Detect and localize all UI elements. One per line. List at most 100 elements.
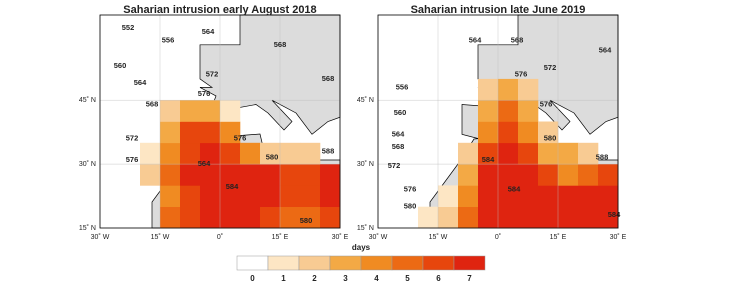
contour-label: 560 [394, 108, 407, 117]
heat-cell [160, 206, 181, 229]
heat-cell [578, 164, 599, 186]
heat-cell [478, 78, 499, 101]
heat-cell [220, 142, 241, 165]
y-tick-label: 45˚ N [357, 96, 374, 104]
x-tick-label: 15˚ E [272, 233, 289, 241]
contour-label: 568 [322, 74, 335, 83]
heat-cell [538, 185, 559, 207]
colorbar-tick-label: 7 [467, 274, 472, 283]
heat-cell [200, 121, 221, 144]
colorbar-box [422, 255, 455, 271]
heat-cell [578, 206, 599, 229]
x-tick-label: 0˚ [217, 233, 223, 241]
contour-label: 584 [226, 182, 239, 191]
contour-label: 560 [114, 61, 127, 70]
heat-cell [140, 142, 161, 165]
contour-label: 580 [300, 216, 313, 225]
contour-label: 564 [469, 36, 482, 45]
colorbar-tick-label: 4 [374, 274, 379, 283]
heat-cell [498, 206, 519, 229]
heat-cell [478, 185, 499, 207]
heat-cell [160, 100, 181, 122]
heat-cell [280, 185, 301, 207]
heat-cell [260, 185, 281, 207]
heat-cell [538, 121, 559, 144]
colorbar-box [453, 255, 486, 271]
heat-cell [478, 164, 499, 186]
heat-cell [180, 121, 201, 144]
heat-cell [538, 164, 559, 186]
contour-label: 576 [234, 134, 247, 143]
contour-label: 572 [126, 134, 139, 143]
heat-cell [300, 206, 321, 229]
heat-cell [180, 142, 201, 165]
map-frame [377, 14, 619, 229]
heat-cell [180, 164, 201, 186]
map-panel: 552 556 564 568 560 572 568 564 576 568 576 572 580 5… [99, 14, 341, 229]
x-tick-label: 30˚ W [369, 233, 388, 241]
heat-cell [498, 78, 519, 101]
heat-cell [558, 206, 579, 229]
colorbar-box [329, 255, 362, 271]
heat-cell [458, 185, 479, 207]
contour-label: 584 [508, 185, 521, 194]
contour-label: 556 [396, 82, 409, 91]
heat-cell [260, 164, 281, 186]
heat-cell [200, 100, 221, 122]
map-panel: 564 568 564 572 576 556 576 560 564 580 568 584 588 5… [377, 14, 621, 229]
heat-cell [518, 142, 539, 165]
heat-cell [498, 100, 519, 122]
y-tick-label: 30˚ N [79, 160, 96, 168]
heat-cell [598, 206, 619, 229]
heat-cell [518, 121, 539, 144]
heat-cell [518, 185, 539, 207]
colorbar-tick-label: 5 [405, 274, 410, 283]
heat-cell [478, 142, 499, 165]
heat-cell [478, 206, 499, 229]
contour-label: 580 [266, 152, 279, 161]
heat-cell [300, 185, 321, 207]
contour-label: 584 [608, 210, 621, 219]
heat-cell [320, 206, 341, 229]
contour-label: 564 [392, 129, 405, 138]
contour-label: 580 [544, 134, 557, 143]
contour-label: 576 [515, 70, 528, 79]
heat-cell [418, 206, 439, 229]
contour-label: 576 [126, 155, 139, 164]
heat-cell [478, 100, 499, 122]
heat-cell [518, 78, 539, 101]
contour-label: 552 [122, 23, 135, 32]
contour-label: 564 [134, 78, 147, 87]
heat-cell [240, 206, 261, 229]
heat-cell [558, 164, 579, 186]
heat-cell [498, 185, 519, 207]
heat-cell [458, 142, 479, 165]
heat-cell [458, 164, 479, 186]
contour-label: 568 [146, 99, 159, 108]
contour-label: 568 [274, 40, 287, 49]
y-tick-label: 45˚ N [79, 96, 96, 104]
contour-label: 584 [482, 155, 495, 164]
heat-cell [200, 185, 221, 207]
heat-cell [220, 100, 241, 122]
heat-cell [220, 206, 241, 229]
x-tick-label: 0˚ [495, 233, 501, 241]
map-frame [99, 14, 341, 229]
heat-cell [220, 164, 241, 186]
heat-cell [240, 185, 261, 207]
heat-cell [280, 164, 301, 186]
contour-label: 572 [388, 161, 401, 170]
colorbar-tick-label: 6 [436, 274, 441, 283]
contour-label: 564 [202, 27, 215, 36]
contour-label: 556 [162, 36, 175, 45]
heat-cell [160, 121, 181, 144]
contour-label: 576 [404, 185, 417, 194]
heat-cell [140, 164, 161, 186]
heat-cell [518, 164, 539, 186]
chart-title: Saharian intrusion early August 2018 [123, 4, 316, 16]
heat-cell [220, 185, 241, 207]
heat-cell [180, 185, 201, 207]
heat-cell [160, 185, 181, 207]
colorbar: days 0 1 2 3 4 5 6 7 [236, 243, 486, 283]
